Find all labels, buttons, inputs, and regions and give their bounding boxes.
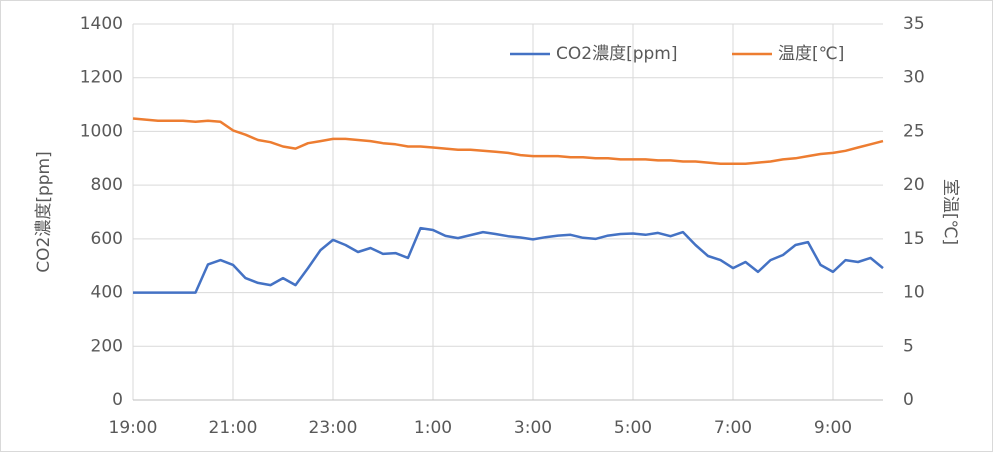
- x-tick-label: 23:00: [309, 418, 358, 438]
- y-tick-label: 800: [91, 175, 123, 195]
- y-tick-label: 400: [91, 283, 123, 303]
- y-tick-label: 0: [112, 390, 123, 410]
- x-tick-label: 5:00: [614, 418, 652, 438]
- series-line: [133, 226, 884, 294]
- y-tick-label: 1000: [80, 121, 123, 141]
- y-tick-label: 200: [91, 336, 123, 356]
- legend-label: 温度[℃]: [778, 44, 844, 64]
- y2-axis-title: 室温[℃]: [940, 179, 960, 245]
- y2-tick-label: 15: [903, 229, 925, 249]
- y2-tick-label: 25: [903, 121, 925, 141]
- y2-tick-label: 10: [903, 283, 925, 303]
- y-tick-label: 1400: [80, 14, 123, 34]
- y2-tick-label: 20: [903, 175, 925, 195]
- x-tick-label: 21:00: [209, 418, 258, 438]
- legend-label: CO2濃度[ppm]: [556, 44, 677, 64]
- series-line: [132, 117, 884, 165]
- y-tick-label: 1200: [80, 68, 123, 88]
- x-tick-label: 1:00: [414, 418, 452, 438]
- x-tick-label: 19:00: [109, 418, 158, 438]
- y2-tick-label: 0: [903, 390, 914, 410]
- y-axis-title: CO2濃度[ppm]: [34, 151, 54, 272]
- y-tick-label: 600: [91, 229, 123, 249]
- x-tick-label: 3:00: [514, 418, 552, 438]
- x-tick-label: 7:00: [714, 418, 752, 438]
- y2-tick-label: 5: [903, 336, 914, 356]
- y2-tick-label: 35: [903, 14, 925, 34]
- x-tick-label: 9:00: [814, 418, 852, 438]
- y2-tick-label: 30: [903, 68, 925, 88]
